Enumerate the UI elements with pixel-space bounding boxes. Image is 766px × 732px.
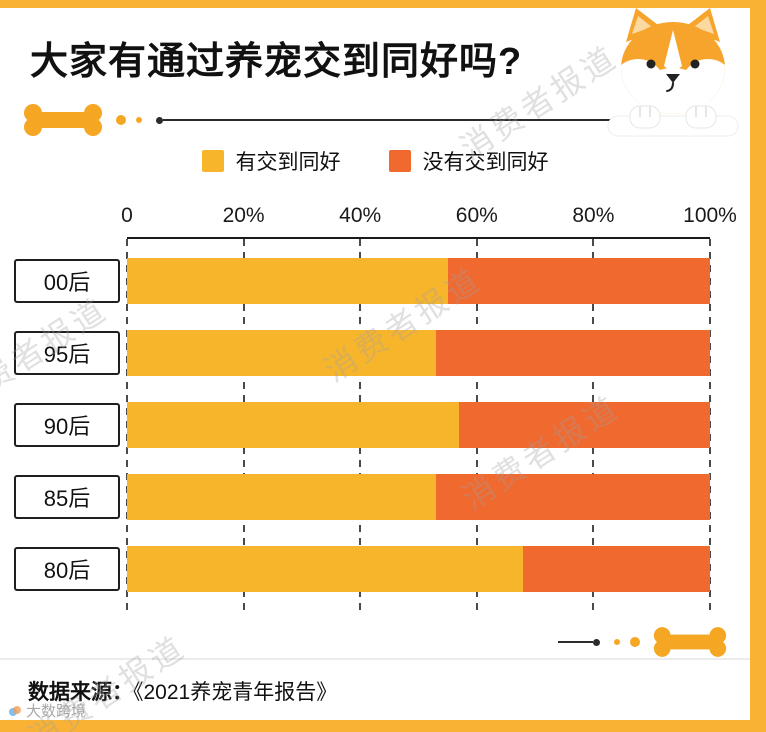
bar-segment <box>127 474 436 520</box>
x-tick-label: 0 <box>121 204 133 227</box>
bar-segment <box>523 546 710 592</box>
category-label-slot: 80后 <box>0 546 127 592</box>
bar-segment <box>127 330 436 376</box>
x-tick-label: 100% <box>683 204 737 227</box>
divider-line <box>163 119 726 121</box>
legend-swatch <box>201 150 224 172</box>
stacked-bar <box>127 330 710 376</box>
chart-legend: 有交到同好 没有交到同好 <box>0 146 750 176</box>
bar-segment <box>127 546 524 592</box>
stacked-bar <box>127 546 710 592</box>
x-axis-ticks: 0 20% 40% 60% 80% 100% <box>121 204 737 230</box>
legend-swatch <box>388 150 411 172</box>
legend-item: 没有交到同好 <box>388 146 549 176</box>
category-label: 95后 <box>14 331 120 375</box>
dot-decoration <box>630 637 640 647</box>
category-label-slot: 85后 <box>0 474 127 520</box>
bone-icon <box>24 104 102 136</box>
bar-segment <box>435 474 710 520</box>
category-label: 80后 <box>14 547 120 591</box>
dot-decoration <box>116 115 126 125</box>
bar-segment <box>435 330 710 376</box>
category-label: 90后 <box>14 403 120 447</box>
chart-row: 80后 <box>0 546 750 592</box>
data-source-value: 《2021养宠青年报告》 <box>133 681 338 704</box>
page-title: 大家有通过养宠交到同好吗? <box>30 41 523 83</box>
bottom-divider <box>558 624 728 660</box>
category-label: 00后 <box>14 259 120 303</box>
x-axis-line <box>127 237 710 239</box>
category-label-slot: 95后 <box>0 330 127 376</box>
bone-icon <box>653 627 727 657</box>
bar-segment <box>127 402 460 448</box>
bar-segment <box>459 402 710 448</box>
bar-segment <box>447 258 710 304</box>
x-tick-label: 20% <box>222 204 265 227</box>
x-tick-label: 60% <box>455 204 498 227</box>
top-divider <box>22 102 726 138</box>
chart-row: 95后 <box>0 330 750 376</box>
legend-label: 有交到同好 <box>235 151 341 174</box>
stacked-bar <box>127 402 710 448</box>
stacked-bar <box>127 258 710 304</box>
data-source-label: 数据来源： <box>28 681 133 704</box>
bar-segment <box>127 258 448 304</box>
line-end-dot <box>156 116 163 124</box>
data-source: 数据来源：《2021养宠青年报告》 <box>0 658 750 706</box>
category-label-slot: 00后 <box>0 258 127 304</box>
category-label-slot: 90后 <box>0 402 127 448</box>
divider-line <box>558 641 593 643</box>
chart-row: 85后 <box>0 474 750 520</box>
stacked-bar <box>127 474 710 520</box>
chart-rows: 00后 95后 90后 85后 80后 <box>0 258 750 618</box>
chart-row: 90后 <box>0 402 750 448</box>
legend-label: 没有交到同好 <box>422 151 549 174</box>
dot-decoration <box>136 117 142 123</box>
x-tick-label: 40% <box>339 204 382 227</box>
chart-row: 00后 <box>0 258 750 304</box>
dog-mascot-illustration <box>607 8 739 137</box>
line-end-dot <box>593 638 600 646</box>
category-label: 85后 <box>14 475 120 519</box>
dot-decoration <box>614 639 620 645</box>
legend-item: 有交到同好 <box>201 146 341 176</box>
gridline <box>709 239 711 611</box>
x-tick-label: 80% <box>572 204 615 227</box>
